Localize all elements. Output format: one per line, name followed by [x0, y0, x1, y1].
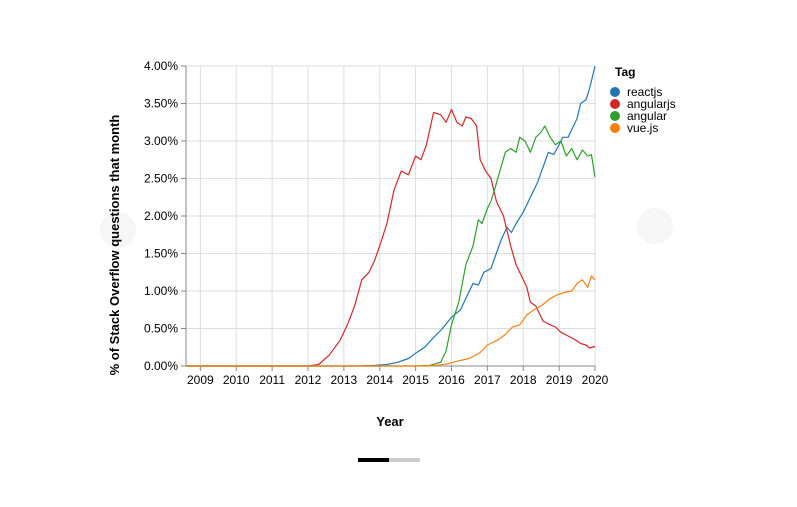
series-line-vue-js: [186, 275, 596, 367]
y-tick-label: 1.50%: [144, 247, 178, 261]
chart-series: [186, 65, 596, 367]
x-axis-title: Year: [376, 414, 403, 429]
legend-swatch-reactjs: [610, 87, 620, 97]
pager-segment-inactive[interactable]: [389, 458, 420, 462]
x-tick-label: 2017: [474, 373, 501, 387]
pager-segment-active[interactable]: [358, 458, 389, 462]
series-line-angularjs: [186, 108, 596, 367]
y-tick-label: 4.00%: [144, 59, 178, 73]
x-tick-label: 2011: [259, 373, 285, 387]
y-tick-label: 1.00%: [144, 284, 178, 298]
legend-label-vue-js: vue.js: [627, 121, 658, 135]
y-tick-label: 3.00%: [144, 134, 178, 148]
x-tick-label: 2014: [366, 373, 393, 387]
x-tick-label: 2012: [295, 373, 322, 387]
x-tick-label: 2013: [331, 373, 358, 387]
x-tick-label: 2009: [187, 373, 214, 387]
legend-label-angular: angular: [627, 109, 667, 123]
left-nav-hint: [100, 212, 136, 248]
y-tick-label: 2.00%: [144, 209, 178, 223]
x-tick-label: 2020: [582, 373, 609, 387]
x-tick-label: 2015: [402, 373, 429, 387]
x-tick-label: 2010: [223, 373, 250, 387]
y-tick-label: 3.50%: [144, 97, 178, 111]
right-nav-hint: [637, 208, 673, 244]
legend-label-angularjs: angularjs: [627, 97, 676, 111]
x-tick-label: 2018: [510, 373, 537, 387]
series-line-reactjs: [186, 65, 596, 367]
legend-title: Tag: [615, 65, 635, 79]
series-line-angular: [186, 125, 596, 367]
chart-axes: 0.00% 0.50% 1.00% 1.50% 2.00% 2.50% 3.00% 3.50%…: [144, 59, 609, 387]
legend-label-reactjs: reactjs: [627, 85, 662, 99]
legend-swatch-vue-js: [610, 123, 620, 133]
y-tick-label: 0.00%: [144, 359, 178, 373]
y-axis-title: % of Stack Overflow questions that month: [107, 115, 122, 376]
chart-grid: [186, 65, 596, 367]
y-tick-label: 0.50%: [144, 322, 178, 336]
legend-swatch-angularjs: [610, 99, 620, 109]
chart-pager: [358, 458, 420, 462]
x-tick-label: 2016: [438, 373, 465, 387]
legend-swatch-angular: [610, 111, 620, 121]
x-tick-label: 2019: [546, 373, 573, 387]
y-tick-label: 2.50%: [144, 172, 178, 186]
